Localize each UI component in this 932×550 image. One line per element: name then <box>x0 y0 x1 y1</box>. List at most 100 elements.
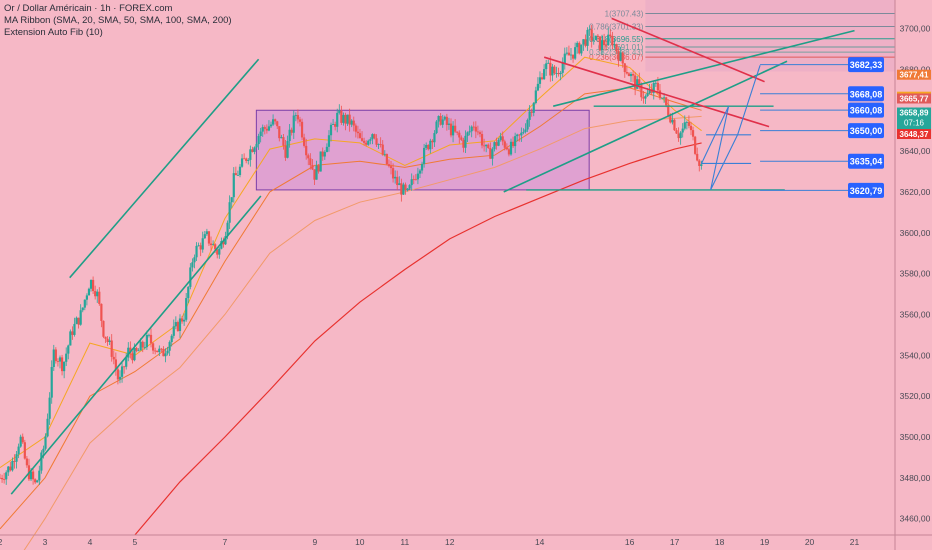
candle-body <box>408 185 411 189</box>
candle-body <box>247 159 250 161</box>
candle-body <box>648 89 651 94</box>
candle-body <box>478 132 482 135</box>
candle-body <box>350 120 353 125</box>
candle-body <box>60 357 64 372</box>
candle-body <box>139 341 142 351</box>
candle-body <box>222 241 225 245</box>
axis-price-tag-text: 3658,89 <box>900 109 929 118</box>
candle-body <box>234 173 237 176</box>
candle-body <box>5 472 8 480</box>
candle-body <box>468 131 471 133</box>
candle-body <box>476 131 480 133</box>
candle-body <box>269 124 273 127</box>
candle-body <box>325 146 328 153</box>
candle-body <box>147 334 151 336</box>
candle-body <box>423 147 426 164</box>
candle-body <box>94 291 97 297</box>
candle-body <box>669 115 672 123</box>
candle-body <box>640 84 643 98</box>
candle-body <box>240 158 244 167</box>
candle-body <box>77 317 80 325</box>
candle-body <box>553 66 556 74</box>
legend-fib[interactable]: Extension Auto Fib (10) <box>4 27 103 38</box>
candle-body <box>584 39 587 46</box>
y-tick-label: 3700,00 <box>900 24 931 34</box>
candle-body <box>621 52 624 64</box>
candle-body <box>216 249 219 255</box>
x-tick-label: 19 <box>760 537 770 547</box>
candle-body <box>418 170 422 174</box>
candle-body <box>193 257 196 263</box>
candle-body <box>694 136 697 154</box>
moving-average-line <box>23 115 702 550</box>
candle-body <box>379 144 382 145</box>
candle-body <box>292 115 295 133</box>
fib-level-label: 1(3707.43) <box>605 9 644 18</box>
candle-body <box>634 75 637 89</box>
candle-body <box>19 436 22 447</box>
axis-price-tag-text: 3648,37 <box>900 130 929 139</box>
y-tick-label: 3520,00 <box>900 391 931 401</box>
candle-body <box>253 147 256 152</box>
candle-body <box>400 183 403 195</box>
candle-body <box>315 165 318 180</box>
candle-body <box>123 366 126 368</box>
candle-body <box>251 149 254 152</box>
candle-body <box>336 112 339 127</box>
y-tick-label: 3680,00 <box>900 64 931 74</box>
candle-body <box>435 121 438 134</box>
candle-body <box>493 142 496 150</box>
candle-body <box>431 140 434 143</box>
candle-body <box>67 345 70 354</box>
candle-body <box>369 139 372 141</box>
candle-body <box>569 54 573 56</box>
candle-body <box>387 164 391 167</box>
candle-body <box>518 134 521 136</box>
candle-body <box>516 134 519 137</box>
candle-body <box>574 47 577 59</box>
candle-body <box>286 141 289 158</box>
candle-body <box>662 97 666 99</box>
candle-body <box>576 42 579 48</box>
candle-body <box>52 349 55 367</box>
candle-body <box>309 158 312 166</box>
candle-body <box>565 52 568 54</box>
candle-body <box>255 144 258 148</box>
candle-body <box>96 291 99 297</box>
y-tick-label: 3600,00 <box>900 228 931 238</box>
candle-body <box>172 326 175 336</box>
candle-body <box>294 115 297 116</box>
candle-body <box>656 82 659 91</box>
candle-body <box>536 83 539 91</box>
candle-body <box>79 310 82 325</box>
candle-body <box>514 136 517 147</box>
price-label-box <box>848 57 884 73</box>
candle-body <box>201 238 204 250</box>
candle-body <box>567 52 571 56</box>
candle-body <box>338 110 341 113</box>
candle-body <box>160 348 163 350</box>
candle-body <box>681 128 684 133</box>
legend-ma-ribbon[interactable]: MA Ribbon (SMA, 20, SMA, 50, SMA, 100, S… <box>4 15 232 26</box>
candle-body <box>600 40 604 51</box>
candle-body <box>178 318 182 331</box>
candle-body <box>660 97 664 99</box>
candle-body <box>485 144 488 147</box>
candle-body <box>582 39 585 45</box>
candle-body <box>329 124 333 136</box>
candle-body <box>578 42 581 54</box>
candle-body <box>613 44 616 46</box>
candle-body <box>530 111 533 113</box>
candle-body <box>439 115 442 125</box>
candle-body <box>141 341 144 348</box>
legend-symbol[interactable]: Or / Dollar Américain · 1h · FOREX.com <box>4 3 173 14</box>
candle-body <box>42 448 45 453</box>
candle-body <box>520 132 523 136</box>
candle-body <box>288 129 291 142</box>
candle-body <box>342 114 345 123</box>
candle-body <box>303 137 306 146</box>
candle-body <box>236 175 240 176</box>
candle-body <box>3 479 6 481</box>
